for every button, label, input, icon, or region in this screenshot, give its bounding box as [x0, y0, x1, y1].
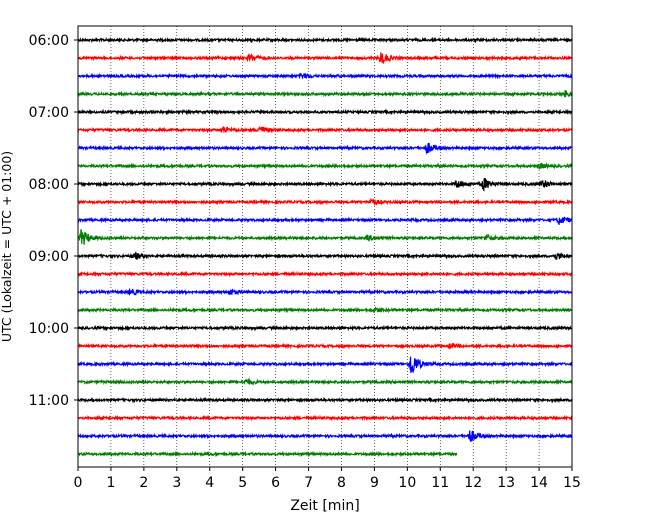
trace-line: [77, 216, 573, 225]
trace-line: [77, 430, 573, 442]
x-tick-label: 4: [205, 475, 214, 491]
x-tick-label: 14: [530, 475, 548, 491]
trace-line: [77, 396, 573, 404]
trace-line: [77, 177, 573, 192]
x-tick-label: 11: [431, 475, 449, 491]
x-tick-label: 5: [238, 475, 247, 491]
trace-line: [77, 270, 573, 278]
x-axis: 0 1 2 3 4 5 6 7 8 9 10 11 12 13 14 15: [74, 467, 581, 491]
trace-line: [77, 229, 573, 245]
y-tick-label: 11:00: [29, 393, 69, 409]
trace-line: [77, 356, 573, 374]
trace-line: [77, 450, 458, 458]
trace-line: [77, 162, 573, 170]
x-tick-label: 15: [563, 475, 581, 491]
trace-group: [77, 36, 573, 458]
x-tick-label: 12: [464, 475, 482, 491]
trace-line: [77, 342, 573, 350]
x-tick-label: 13: [497, 475, 515, 491]
x-tick-label: 7: [304, 475, 313, 491]
y-tick-label: 06:00: [29, 33, 69, 49]
y-axis-title: UTC (Lokalzeit = UTC + 01:00): [0, 151, 14, 342]
trace-line: [77, 287, 573, 296]
y-tick-label: 10:00: [29, 321, 69, 337]
y-tick-label: 07:00: [29, 105, 69, 121]
trace-line: [77, 52, 573, 64]
x-tick-label: 2: [139, 475, 148, 491]
trace-line: [77, 251, 573, 261]
x-tick-label: 1: [106, 475, 115, 491]
x-tick-label: 8: [337, 475, 346, 491]
trace-line: [77, 108, 573, 116]
y-axis: 06:00 07:00 08:00 09:00 10:00 11:00: [29, 33, 78, 409]
trace-line: [77, 324, 573, 332]
y-tick-label: 09:00: [29, 249, 69, 265]
trace-line: [77, 376, 573, 386]
trace-line: [77, 197, 573, 206]
x-axis-title: Zeit [min]: [290, 498, 359, 514]
x-tick-label: 0: [74, 475, 83, 491]
x-tick-label: 3: [172, 475, 181, 491]
trace-line: [77, 90, 573, 98]
x-tick-label: 9: [370, 475, 379, 491]
trace-line: [77, 142, 573, 155]
y-tick-label: 08:00: [29, 177, 69, 193]
trace-line: [77, 36, 573, 44]
trace-line: [77, 125, 573, 134]
trace-line: [77, 414, 573, 422]
x-tick-label: 10: [398, 475, 416, 491]
trace-line: [77, 72, 573, 80]
trace-line: [77, 306, 573, 314]
plot-frame: [77, 25, 573, 468]
x-tick-label: 6: [271, 475, 280, 491]
